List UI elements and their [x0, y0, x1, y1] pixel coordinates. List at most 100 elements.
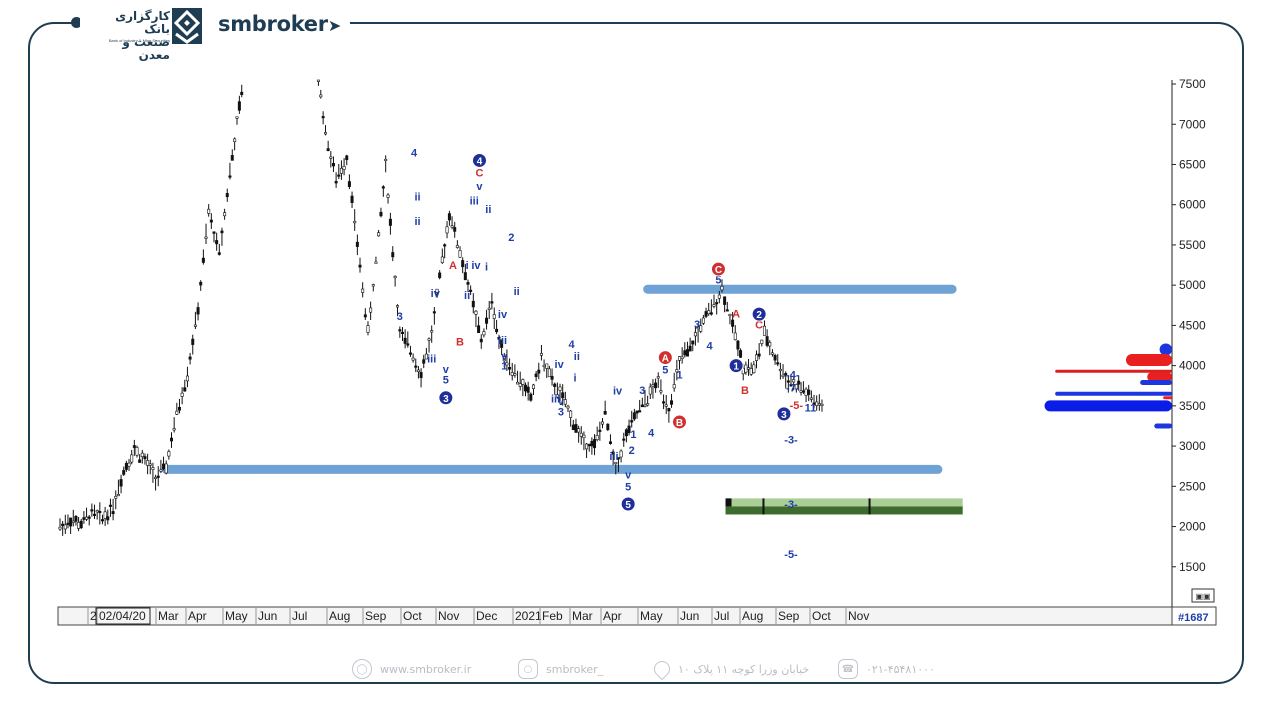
candle-body-137	[490, 301, 494, 304]
wave-label-19: ii	[514, 286, 520, 298]
candle-body-80	[342, 166, 346, 170]
x-date-highlight	[95, 607, 151, 625]
candle-body-110	[419, 372, 423, 378]
y-tick-label-9: 6000	[1179, 198, 1206, 212]
candle-body-15	[98, 511, 102, 514]
candle-body-239	[760, 339, 764, 344]
candle-body-250	[789, 383, 793, 387]
candle-body-120	[445, 226, 449, 234]
candle-body-191	[632, 412, 636, 420]
candle-body-142	[502, 356, 506, 362]
candle-body-182	[608, 441, 612, 444]
candle-body-241	[765, 336, 769, 346]
candle-body-155	[537, 369, 541, 374]
footer-phone: ☎ ۰۲۱-۴۵۴۸۱۰۰۰	[838, 656, 935, 682]
candle-body-39	[162, 463, 166, 470]
candle-body-108	[414, 365, 418, 368]
company-name-en: Bank of Industry & Mine Securities	[108, 38, 170, 43]
y-tick-label-3: 3000	[1179, 439, 1206, 453]
phone-icon: ☎	[838, 659, 858, 679]
candle-body-161	[553, 383, 557, 387]
x-tick-label-3: Apr	[188, 609, 207, 623]
x-tick-label-19: Aug	[742, 609, 763, 623]
candle-body-82	[347, 181, 351, 187]
candle-body-83	[350, 195, 354, 203]
candle-body-45	[177, 406, 181, 411]
x-tick-label-11: Dec	[476, 609, 497, 623]
chart-area-bg	[57, 80, 1217, 626]
target-box-marker	[725, 498, 732, 507]
candle-body-210	[683, 350, 687, 356]
wave-label-26: v	[558, 396, 565, 408]
candle-body-220	[709, 312, 713, 315]
candle-body-212	[688, 345, 692, 352]
candle-body-14	[95, 510, 99, 513]
company-name-line1: کارگزاری بانک	[115, 9, 170, 36]
wave-label-8: A	[449, 260, 457, 272]
candle-body-78	[337, 174, 341, 177]
footer-website-text[interactable]: www.smbroker.ir	[380, 662, 472, 676]
bar-count-label: #1687	[1178, 612, 1209, 624]
candle-body-27	[130, 454, 134, 463]
candle-body-234	[747, 367, 751, 370]
candle-body-64	[228, 175, 232, 178]
candle-body-9	[82, 517, 86, 520]
candle-body-60	[217, 252, 221, 255]
candle-body-41	[167, 451, 171, 457]
wave-circle-1	[438, 390, 454, 406]
wave-label-16: v	[476, 181, 483, 193]
footer-website: ◯ www.smbroker.ir	[352, 656, 471, 682]
x-tick-label-14: Mar	[572, 609, 593, 623]
target-box-upper	[725, 498, 963, 507]
y-tick-label-4: 3500	[1179, 399, 1206, 413]
corner-tag-label: ▣▣	[1195, 592, 1210, 601]
candle-body-32	[143, 456, 147, 460]
candle-body-88	[363, 314, 367, 318]
candle-body-98	[388, 218, 392, 226]
candle-body-152	[529, 393, 533, 401]
wave-label-49: -3-	[784, 499, 798, 511]
instagram-icon: ○	[518, 659, 538, 679]
candle-body-173	[585, 443, 589, 450]
footer-instagram-text[interactable]: smbroker_	[546, 662, 604, 676]
candle-body-207	[675, 369, 679, 373]
candle-body-42	[170, 437, 174, 442]
wave-circle-2	[620, 496, 636, 512]
candle-body-28	[132, 445, 136, 448]
candle-body-69	[240, 91, 244, 95]
wave-circle-label-3: A	[662, 354, 669, 365]
wave-label-24: iv	[555, 359, 565, 371]
candle-body-121	[447, 213, 451, 221]
candle-body-47	[183, 387, 187, 392]
volume-bar-7	[1044, 400, 1172, 412]
candle-body-94	[379, 211, 383, 217]
candle-body-135	[485, 317, 489, 324]
candle-body-50	[191, 338, 195, 345]
candle-body-66	[233, 138, 237, 142]
candle-body-216	[699, 325, 703, 332]
candle-body-176	[593, 439, 597, 449]
candle-body-169	[574, 424, 578, 433]
x-tick-label-17: Jun	[680, 609, 699, 623]
candle-body-221	[712, 304, 716, 307]
candle-body-258	[809, 397, 813, 400]
candle-body-86	[358, 264, 362, 268]
candle-body-245	[776, 362, 780, 365]
candle-body-63	[225, 193, 229, 198]
candle-body-7	[77, 522, 81, 529]
footer-instagram: ○ smbroker_	[518, 656, 603, 682]
candle-body-243	[770, 352, 774, 355]
candle-body-134	[482, 331, 486, 336]
candle-body-251	[792, 379, 796, 383]
candle-body-209	[680, 356, 684, 359]
wave-label-38: 4	[648, 427, 655, 439]
candle-body-96	[384, 158, 388, 162]
wave-label-50: -5-	[784, 549, 798, 561]
wave-label-14: ii	[485, 204, 491, 216]
wave-label-7: 5	[443, 374, 449, 386]
corner-tag	[1191, 588, 1215, 603]
x-tick-label-18: Jul	[714, 609, 729, 623]
candle-body-48	[185, 375, 189, 382]
